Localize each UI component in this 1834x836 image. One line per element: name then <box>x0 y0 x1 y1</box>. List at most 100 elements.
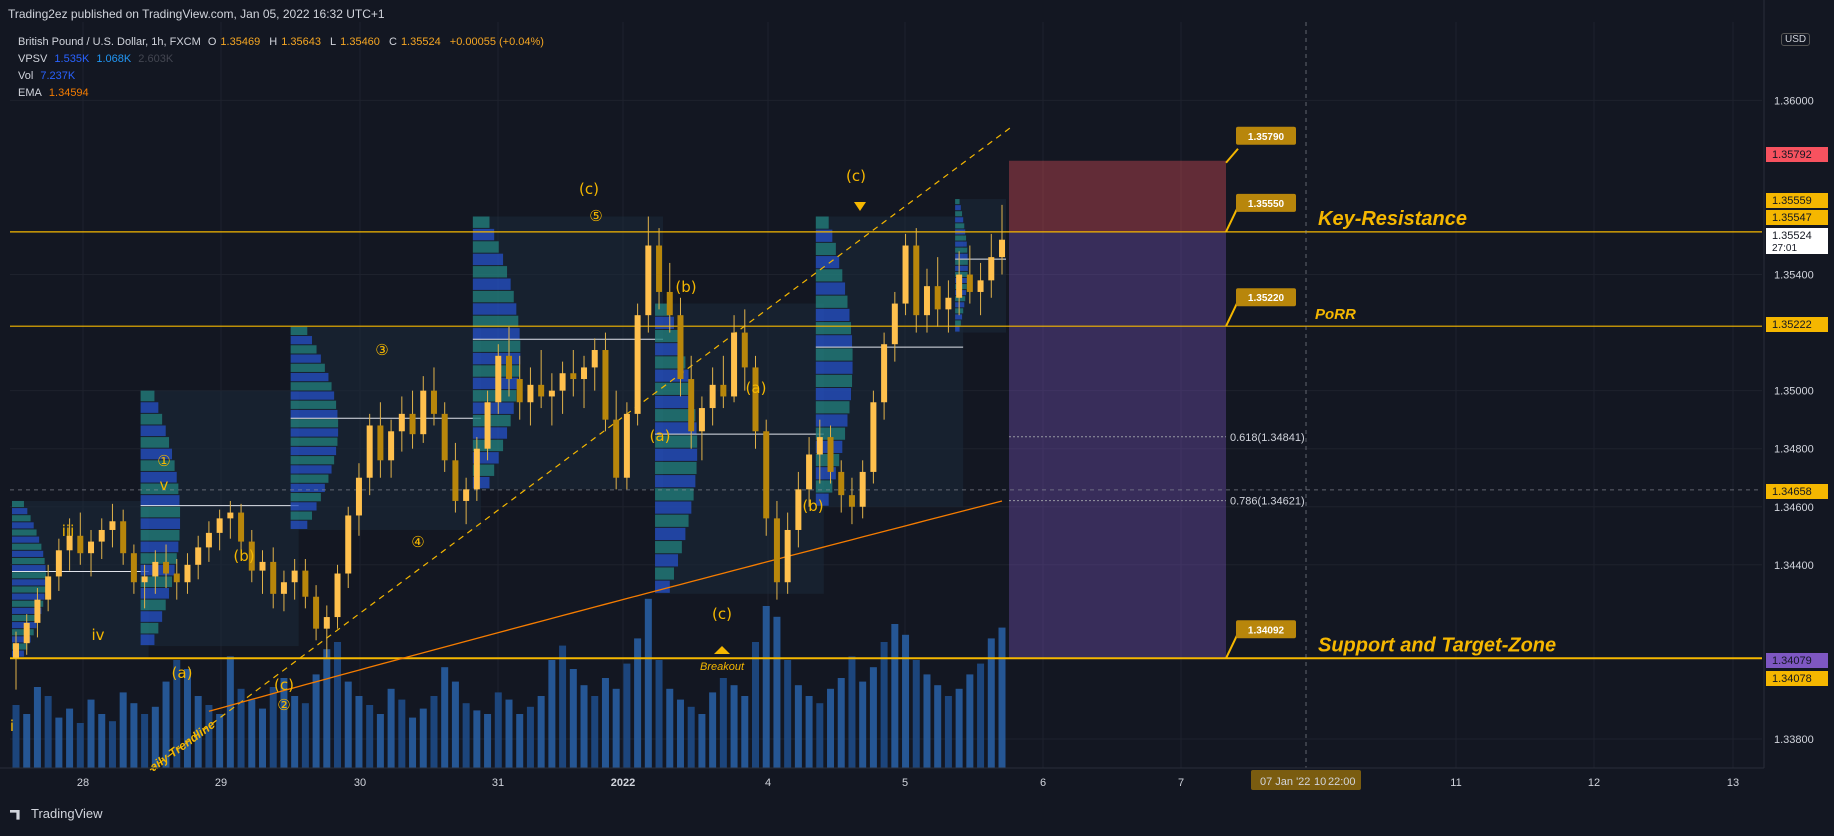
daily-trendline <box>149 127 1011 771</box>
volume-profile-row <box>12 614 40 622</box>
candle-body <box>570 373 577 380</box>
volume-profile-row <box>815 374 853 388</box>
volume-bar <box>98 714 106 768</box>
volume-profile-row <box>472 340 521 352</box>
currency-badge[interactable]: USD <box>1781 33 1811 46</box>
volume-profile-box <box>290 326 481 530</box>
wave-label: ④ <box>411 533 424 551</box>
volume-profile-row <box>472 228 495 241</box>
callout-box <box>1236 288 1296 307</box>
volume-profile-row <box>472 303 517 315</box>
volume-profile-row <box>12 500 24 508</box>
volume-bar <box>76 723 84 768</box>
wave-label: i <box>10 717 14 735</box>
level-label: Key-Resistance <box>1318 208 1467 230</box>
volume-bar <box>516 714 524 768</box>
volume-bar <box>687 706 695 768</box>
volume-bar <box>977 663 985 768</box>
volume-profile-row <box>815 361 853 374</box>
volume-bar <box>912 660 920 768</box>
volume-bar <box>666 688 674 768</box>
candle-body <box>527 384 534 403</box>
candle-body <box>473 448 480 490</box>
candle-body <box>334 573 341 618</box>
volume-bar <box>719 678 727 768</box>
volume-profile-row <box>472 278 511 290</box>
candle-body <box>34 599 41 623</box>
price-badge-text: 1.34079 <box>1772 655 1812 667</box>
volume-profile-box <box>815 216 964 507</box>
stop-zone <box>1009 160 1226 232</box>
volume-profile-row <box>955 271 968 277</box>
candle-body <box>302 570 309 597</box>
legend-vpsv[interactable]: VPSV 1.535K 1.068K 2.603K <box>18 53 174 65</box>
volume-bar <box>730 685 738 768</box>
legend-vol[interactable]: Vol 7.237K <box>18 70 76 82</box>
candle-body <box>227 512 234 519</box>
volume-bar <box>773 616 781 768</box>
candle-body <box>709 384 716 409</box>
volume-profile-row <box>472 315 519 328</box>
volume-profile-row <box>655 329 679 343</box>
wave-label: (a) <box>650 427 671 445</box>
volume-profile-row <box>140 599 166 611</box>
volume-profile-row <box>290 428 339 437</box>
volume-bar <box>259 708 266 768</box>
candle-body <box>613 419 620 478</box>
volume-profile-row <box>12 643 28 650</box>
volume-profile-row <box>472 328 520 340</box>
y-tick-label: 1.35000 <box>1774 386 1814 398</box>
crosshair-time-suffix: 10 <box>1314 776 1326 788</box>
volume-profile-row <box>140 471 177 483</box>
volume-bar <box>119 692 127 768</box>
candle-body <box>666 291 673 316</box>
volume-profile-row <box>290 400 337 409</box>
legend-ema[interactable]: EMA 1.34594 <box>18 87 89 99</box>
x-tick-label: 12 <box>1588 777 1600 789</box>
candle-body <box>441 413 448 461</box>
volume-profile-row <box>140 634 155 646</box>
candle-body <box>259 561 266 571</box>
volume-profile-row <box>290 511 312 520</box>
candle-body <box>956 274 963 298</box>
volume-profile-row <box>12 557 45 565</box>
volume-profile-row <box>290 409 338 419</box>
volume-bar <box>548 660 556 768</box>
candle-body <box>999 239 1005 258</box>
volume-profile-row <box>815 308 850 322</box>
candle-body <box>463 489 470 501</box>
x-tick-label: 2022 <box>611 777 635 789</box>
volume-profile-row <box>12 579 47 586</box>
volume-bar <box>409 717 417 768</box>
volume-profile-row <box>140 518 181 529</box>
volume-bar <box>559 645 567 768</box>
volume-bar <box>419 708 427 768</box>
level-label: Support and Target-Zone <box>1318 634 1556 656</box>
candle-body <box>345 515 352 574</box>
volume-profile-row <box>655 501 692 514</box>
symbol-name[interactable]: British Pound / U.S. Dollar, 1h, FXCM <box>18 36 201 48</box>
candle-body <box>77 535 84 554</box>
wave-label: ③ <box>375 341 388 359</box>
volume-bar <box>376 714 384 768</box>
volume-bar <box>591 696 599 768</box>
x-tick-label: 13 <box>1727 777 1739 789</box>
volume-profile-row <box>290 520 308 529</box>
volume-bar <box>902 634 910 768</box>
y-tick-label: 1.34800 <box>1774 444 1814 456</box>
candle-body <box>141 576 148 583</box>
close-value: 1.35524 <box>400 36 441 48</box>
brand-footer[interactable]: TradingView <box>10 806 103 821</box>
volume-bar <box>441 667 449 768</box>
x-tick-label: 28 <box>77 777 89 789</box>
x-tick-label: 4 <box>765 777 771 789</box>
volume-profile-row <box>140 495 180 506</box>
candle-body <box>623 413 630 478</box>
volume-profile-row <box>472 241 499 253</box>
wave-top-marker <box>854 202 866 211</box>
wave-label: (b) <box>233 547 254 565</box>
low-value: 1.35460 <box>340 36 380 48</box>
volume-bar <box>87 699 95 768</box>
